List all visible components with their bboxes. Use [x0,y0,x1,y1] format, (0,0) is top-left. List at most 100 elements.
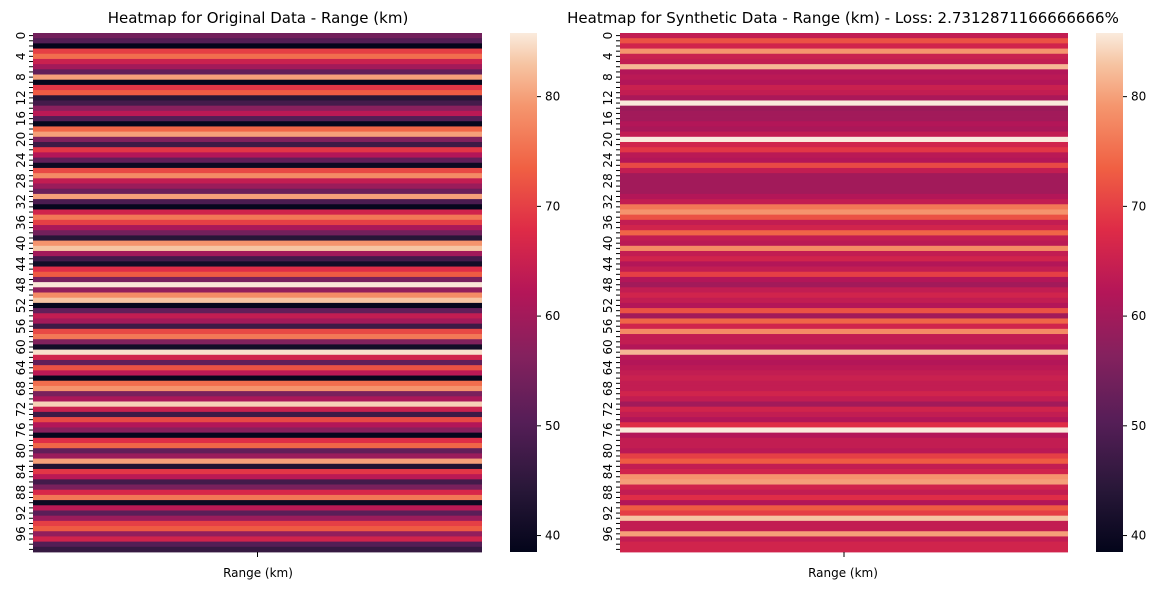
heatmap-cell [620,240,1068,247]
heatmap-cell [620,110,1068,117]
heatmap-cell [33,219,482,226]
row-tick-label: 48 [601,277,615,292]
heatmap-cell [33,422,482,428]
heatmap-cell [620,183,1068,190]
heatmap-cell [33,193,482,200]
row-tick-label: 20 [14,132,28,147]
heatmap-cell [620,417,1068,423]
heatmap-cell [33,167,482,174]
heatmap-cell [620,53,1068,60]
row-tick-label: 28 [601,173,615,188]
heatmap-cell [33,84,482,91]
heatmap-cell [33,136,482,143]
heatmap-cell [33,468,482,475]
heatmap-cell [620,261,1068,267]
row-tick-label: 20 [601,132,615,147]
heatmap-cell [33,74,482,81]
row-tick-label: 92 [601,505,615,520]
heatmap-cell [33,131,482,138]
row-tick-label: 88 [601,485,615,500]
chart-title: Heatmap for Synthetic Data - Range (km) … [567,9,1119,27]
heatmap-cell [33,505,482,511]
colorbar-tick-label: 70 [1131,199,1146,213]
heatmap-cell [33,500,482,506]
heatmap-cell [620,494,1068,501]
row-tick-label: 80 [14,443,28,458]
heatmap-cell [33,396,482,402]
row-tick-label: 52 [14,298,28,313]
heatmap-cell [33,204,482,210]
heatmap-cell [620,546,1068,553]
heatmap-cell [33,308,482,314]
heatmap-cell [620,219,1068,226]
heatmap-cell [33,484,482,491]
heatmap-cell [620,214,1068,221]
heatmap-cell [33,443,482,449]
heatmap-cell [620,121,1068,127]
heatmap-cell [33,474,482,480]
heatmap-cell [33,489,482,496]
heatmap-cell [620,510,1068,517]
row-tick-label: 56 [14,319,28,334]
row-tick-label: 80 [601,443,615,458]
heatmap-cell [620,375,1068,382]
heatmap-cell [33,271,482,278]
heatmap-cell [620,297,1068,304]
row-tick-label: 44 [601,256,615,271]
heatmap-cell [620,209,1068,216]
row-tick-label: 4 [601,53,615,61]
row-tick-label: 88 [14,485,28,500]
heatmap-cell [33,188,482,195]
heatmap-cell [620,339,1068,345]
heatmap-cell [620,359,1068,366]
heatmap-cell [33,510,482,517]
heatmap-cells [620,33,1068,553]
heatmap-cell [33,411,482,418]
heatmap-cell [33,64,482,70]
row-tick-labels: 0481216202428323640444852566064687276808… [14,32,33,550]
colorbar-tick-label: 60 [1131,309,1146,323]
row-tick-label: 76 [601,422,615,437]
heatmap-cell [620,271,1068,278]
row-tick-labels: 0481216202428323640444852566064687276808… [601,32,620,550]
heatmap-cell [620,489,1068,496]
heatmap-cell [33,365,482,371]
heatmap-cell [33,250,482,257]
x-axis-label: Range (km) [223,566,293,580]
row-tick-label: 0 [14,32,28,40]
heatmap-cell [620,64,1068,70]
row-tick-label: 56 [601,319,615,334]
heatmap-cell [620,541,1068,548]
heatmap-cell [33,287,482,293]
heatmap-cell [620,396,1068,402]
heatmap-cell [33,53,482,60]
heatmap-cell [620,116,1068,122]
heatmap-cell [33,38,482,44]
heatmap-cell [620,422,1068,428]
heatmap-cell [33,162,482,169]
heatmap-cell [620,370,1068,376]
heatmap-cell [33,494,482,501]
heatmap-cell [620,432,1068,439]
heatmap-cell [620,406,1068,413]
colorbar: 40 50 60 70 80 [1096,33,1146,552]
heatmap-cell [620,74,1068,81]
heatmap-cell [620,266,1068,273]
colorbar-gradient [1096,33,1123,552]
heatmap-cell [620,48,1068,55]
heatmap-cell [33,520,482,527]
heatmap-cell [620,448,1068,454]
heatmap-cell [620,536,1068,543]
heatmap-cell [620,256,1068,262]
heatmap-cell [620,230,1068,236]
heatmap-cell [620,69,1068,75]
heatmap-cell [33,95,482,101]
row-tick-label: 40 [14,236,28,251]
row-tick-label: 64 [601,360,615,375]
heatmap-cell [33,126,482,133]
heatmap-cell [620,287,1068,293]
heatmap-cell [33,152,482,158]
heatmap-cell [33,375,482,382]
heatmap-cell [33,245,482,252]
heatmap-cell [33,214,482,221]
